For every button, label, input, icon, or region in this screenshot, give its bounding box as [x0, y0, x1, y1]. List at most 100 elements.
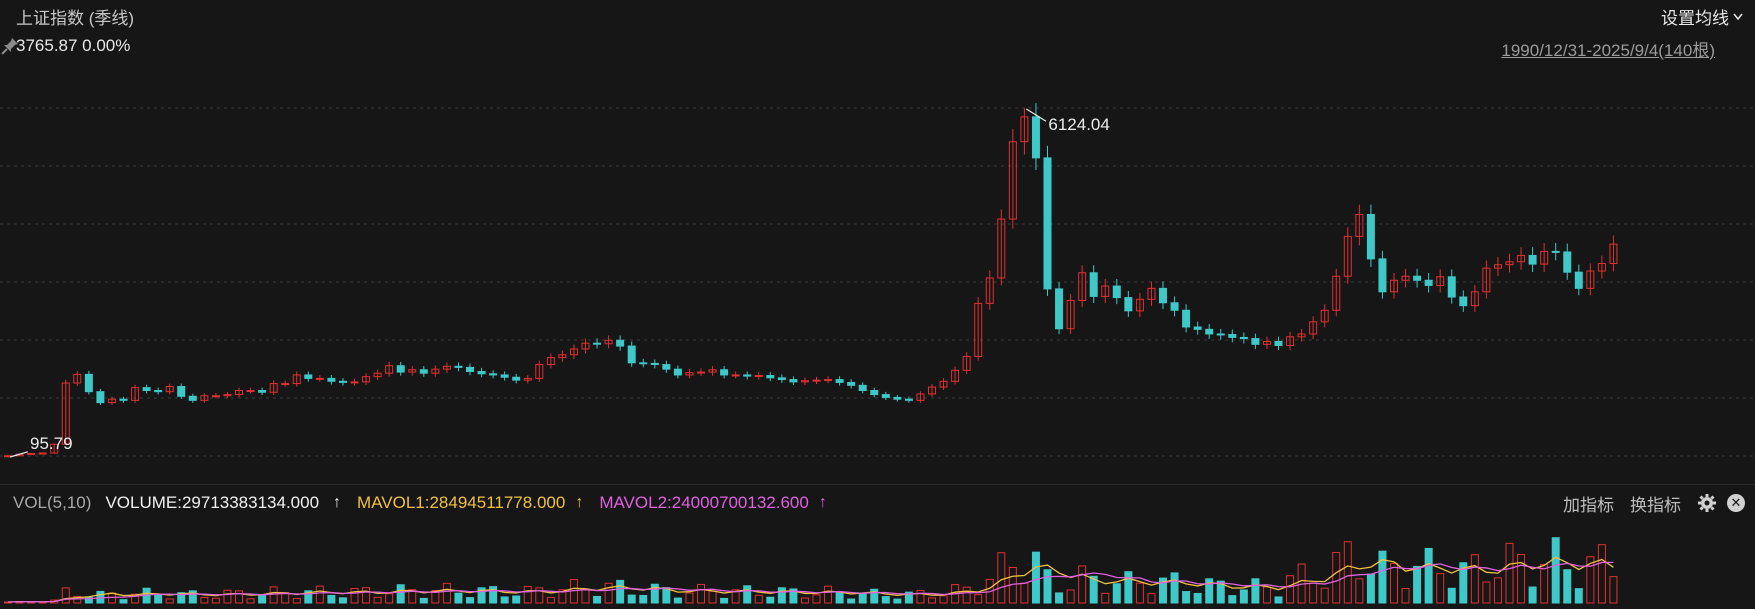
volume-bar[interactable]: [593, 595, 602, 604]
candle[interactable]: [731, 374, 740, 377]
candle[interactable]: [1332, 275, 1341, 311]
volume-bar[interactable]: [200, 596, 209, 604]
candle[interactable]: [1066, 299, 1075, 330]
candle[interactable]: [1574, 271, 1583, 289]
volume-bar[interactable]: [165, 598, 174, 604]
candle[interactable]: [1251, 338, 1260, 345]
candle[interactable]: [593, 342, 602, 345]
volume-bar[interactable]: [1193, 592, 1202, 604]
candle[interactable]: [1320, 309, 1329, 323]
candle[interactable]: [627, 345, 636, 364]
volume-bar[interactable]: [1043, 569, 1052, 604]
volume-bar[interactable]: [1563, 569, 1572, 604]
volume-bar[interactable]: [1147, 593, 1156, 604]
candle[interactable]: [258, 390, 267, 393]
candle[interactable]: [997, 218, 1006, 279]
volume-bar[interactable]: [373, 596, 382, 604]
volume-bar[interactable]: [1159, 577, 1167, 604]
candle[interactable]: [1424, 279, 1433, 286]
candle[interactable]: [489, 373, 498, 376]
candle[interactable]: [96, 391, 105, 404]
volume-bar[interactable]: [431, 590, 440, 604]
volume-bar[interactable]: [766, 596, 775, 604]
candle[interactable]: [1262, 340, 1271, 345]
volume-bar[interactable]: [1170, 572, 1179, 604]
volume-bar[interactable]: [708, 590, 717, 604]
candle[interactable]: [835, 379, 844, 383]
candle[interactable]: [985, 277, 994, 304]
volume-bar[interactable]: [1066, 589, 1075, 604]
volume-bar[interactable]: [1517, 554, 1526, 604]
candle[interactable]: [1089, 272, 1098, 297]
candle[interactable]: [512, 376, 521, 381]
candle[interactable]: [1447, 276, 1456, 298]
candle[interactable]: [904, 398, 913, 401]
volume-bar[interactable]: [512, 595, 521, 604]
candle[interactable]: [61, 382, 70, 445]
candle[interactable]: [142, 387, 151, 392]
candle[interactable]: [870, 390, 879, 396]
candle[interactable]: [1159, 287, 1167, 304]
candle[interactable]: [1528, 254, 1537, 265]
volume-bar[interactable]: [1528, 586, 1537, 604]
volume-bar[interactable]: [650, 583, 659, 604]
volume-bar[interactable]: [847, 598, 856, 604]
volume-bar[interactable]: [604, 582, 613, 604]
volume-bar[interactable]: [1239, 589, 1248, 604]
candle[interactable]: [385, 365, 394, 374]
volume-bar[interactable]: [211, 597, 220, 604]
candle[interactable]: [1517, 254, 1526, 263]
volume-bar[interactable]: [1031, 551, 1040, 604]
candle[interactable]: [1401, 275, 1410, 281]
candle[interactable]: [1078, 272, 1087, 301]
volume-bar[interactable]: [812, 594, 821, 604]
volume-bar[interactable]: [154, 594, 163, 604]
volume-bar[interactable]: [1459, 562, 1468, 604]
candle[interactable]: [535, 364, 544, 379]
switch-indicator-button[interactable]: 换指标: [1630, 495, 1681, 515]
candle[interactable]: [431, 368, 440, 374]
candle[interactable]: [800, 380, 809, 383]
candle[interactable]: [766, 375, 775, 379]
volume-bar[interactable]: [673, 597, 682, 604]
candle[interactable]: [269, 383, 278, 393]
candle[interactable]: [546, 357, 555, 366]
volume-bar[interactable]: [292, 597, 301, 604]
close-icon[interactable]: ✕: [1727, 494, 1745, 512]
volume-bar[interactable]: [523, 585, 532, 604]
volume-bar[interactable]: [1413, 566, 1422, 604]
vol-indicator-name[interactable]: VOL(5,10): [13, 493, 92, 512]
candle[interactable]: [200, 395, 209, 401]
volume-bar[interactable]: [442, 582, 451, 604]
volume-bar[interactable]: [1101, 592, 1110, 604]
volume-bar[interactable]: [777, 587, 786, 604]
volume-bar[interactable]: [800, 597, 809, 604]
volume-bar[interactable]: [858, 592, 867, 604]
candle[interactable]: [1597, 263, 1606, 272]
candle[interactable]: [1609, 243, 1618, 265]
candle[interactable]: [1101, 285, 1110, 297]
candle[interactable]: [211, 395, 220, 398]
volume-bar[interactable]: [627, 594, 636, 604]
volume-bar[interactable]: [1274, 596, 1283, 604]
candle[interactable]: [1482, 267, 1491, 293]
candle[interactable]: [38, 452, 47, 455]
candle[interactable]: [373, 372, 382, 378]
volume-bar[interactable]: [327, 594, 336, 604]
candle[interactable]: [1008, 141, 1017, 220]
candle[interactable]: [1043, 157, 1052, 290]
candle[interactable]: [315, 377, 324, 380]
candle[interactable]: [500, 374, 509, 378]
gear-icon[interactable]: [1697, 493, 1717, 513]
volume-bar[interactable]: [997, 552, 1006, 604]
pin-icon[interactable]: [0, 36, 20, 56]
candle[interactable]: [581, 342, 590, 350]
volume-bar[interactable]: [489, 586, 498, 604]
candle[interactable]: [962, 355, 971, 371]
volume-bar[interactable]: [73, 595, 82, 604]
candle[interactable]: [419, 369, 428, 374]
candle[interactable]: [1170, 302, 1179, 311]
candle[interactable]: [327, 377, 336, 382]
candle[interactable]: [466, 366, 474, 372]
candle[interactable]: [1274, 340, 1283, 346]
